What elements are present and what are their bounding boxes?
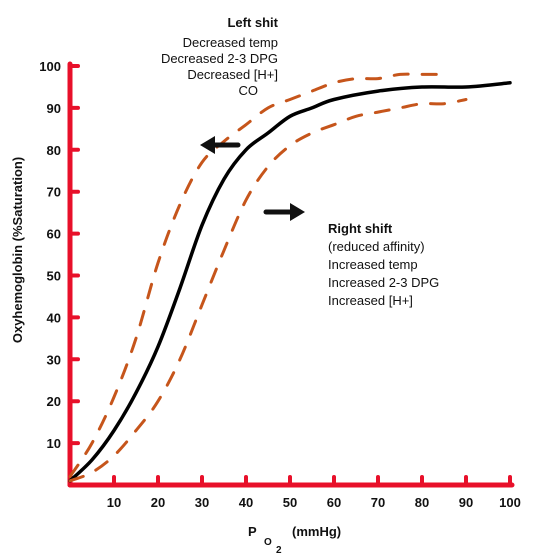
- right-shift-annotation: Right shift (reduced affinity) Increased…: [328, 221, 439, 308]
- y-tick-labels: 10 20 30 40 50 60 70 80 90 100: [39, 59, 61, 451]
- left-arrow-icon: [200, 136, 241, 154]
- right-shift-line: Increased temp: [328, 257, 418, 272]
- right-shift-curve-line: [68, 98, 468, 483]
- right-shift-line: (reduced affinity): [328, 239, 425, 254]
- left-shift-curve-line: [68, 72, 446, 479]
- left-shift-line: Decreased temp: [183, 35, 278, 50]
- y-tick-label: 40: [47, 310, 61, 325]
- x-tick-label: 30: [195, 495, 209, 510]
- x-tick-label: 80: [415, 495, 429, 510]
- right-shift-line: Increased 2-3 DPG: [328, 275, 439, 290]
- x-tick-label: 40: [239, 495, 253, 510]
- left-shift-line: Decreased [H+]: [187, 67, 278, 82]
- left-shift-line: CO: [239, 83, 259, 98]
- x-axis-label: P O 2 (mmHg): [248, 524, 341, 556]
- y-axis-label: Oxyhemoglobin (%Saturation): [10, 157, 25, 343]
- y-tick-label: 100: [39, 59, 61, 74]
- x-tick-label: 50: [283, 495, 297, 510]
- y-tick-label: 10: [47, 436, 61, 451]
- x-tick-label: 100: [499, 495, 521, 510]
- x-tick-label: 70: [371, 495, 385, 510]
- x-tick-label: 20: [151, 495, 165, 510]
- y-tick-label: 60: [47, 227, 61, 242]
- left-shift-line: Decreased 2-3 DPG: [161, 51, 278, 66]
- x-axis-label-unit: (mmHg): [292, 524, 341, 539]
- right-shift-line: Increased [H+]: [328, 293, 413, 308]
- left-shift-annotation: Left shit Decreased temp Decreased 2-3 D…: [161, 15, 279, 98]
- x-axis-label-2: 2: [276, 545, 282, 556]
- right-arrow-icon: [263, 203, 305, 221]
- right-shift-heading: Right shift: [328, 221, 393, 236]
- y-tick-label: 30: [47, 352, 61, 367]
- normal-curve-line: [68, 81, 512, 483]
- y-tick-label: 90: [47, 101, 61, 116]
- x-tick-label: 90: [459, 495, 473, 510]
- y-tick-label: 70: [47, 185, 61, 200]
- y-tick-label: 80: [47, 143, 61, 158]
- x-axis-label-p: P: [248, 524, 257, 539]
- axes: [67, 61, 515, 488]
- left-shift-heading: Left shit: [227, 15, 278, 30]
- series-group: [68, 72, 512, 483]
- y-tick-label: 50: [47, 269, 61, 284]
- x-tick-label: 60: [327, 495, 341, 510]
- y-tick-label: 20: [47, 394, 61, 409]
- x-tick-labels: 10 20 30 40 50 60 70 80 90 100: [107, 495, 521, 510]
- x-axis-label-o: O: [264, 537, 272, 548]
- x-tick-label: 10: [107, 495, 121, 510]
